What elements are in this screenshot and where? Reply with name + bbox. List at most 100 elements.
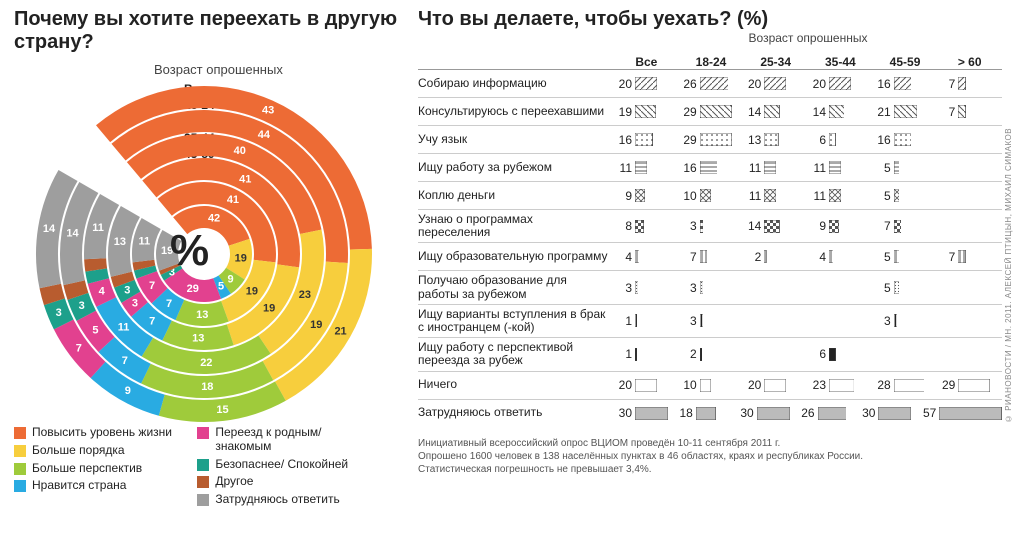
table-cell: 2 (743, 250, 808, 264)
cell-bar (894, 220, 902, 233)
table-cell: 9 (808, 219, 873, 233)
table-cell: 20 (808, 77, 873, 91)
table-cell (937, 314, 1002, 328)
table-cell: 18 (675, 406, 736, 420)
cell-bar (700, 314, 703, 327)
cell-value: 20 (614, 77, 632, 91)
legend-swatch (14, 480, 26, 492)
cell-bar (764, 220, 779, 233)
cell-value: 7 (937, 250, 955, 264)
cell-bar (894, 161, 900, 174)
table-row: Узнаю о программах переселения831497 (418, 209, 1002, 242)
cell-value: 29 (679, 133, 697, 147)
legend-swatch (197, 476, 209, 488)
table-cell: 5 (873, 161, 938, 175)
segment-value: 44 (258, 129, 271, 141)
table-cell: 3 (679, 219, 744, 233)
table-col-header: > 60 (937, 55, 1002, 69)
table-cell: 6 (808, 133, 873, 147)
table-row: Ищу образовательную программу472457 (418, 242, 1002, 270)
cell-bar (894, 77, 912, 90)
table-cell: 30 (857, 406, 918, 420)
cell-value: 21 (873, 105, 891, 119)
cell-bar (764, 105, 779, 118)
table-cell: 7 (937, 77, 1002, 91)
segment-value: 3 (56, 307, 62, 319)
segment-value: 13 (196, 309, 208, 321)
segment-value: 40 (234, 145, 246, 157)
cell-value: 3 (679, 281, 697, 295)
cell-value: 8 (614, 219, 632, 233)
cell-value: 30 (736, 406, 754, 420)
cell-value: 16 (873, 133, 891, 147)
table-body: Собираю информацию20262020167Консультиру… (418, 69, 1002, 427)
table-cell: 14 (808, 105, 873, 119)
table-cell: 29 (679, 105, 744, 119)
table-cell (937, 161, 1002, 175)
cell-bar (700, 220, 703, 233)
segment-value: 43 (262, 105, 274, 117)
cell-bar (764, 161, 776, 174)
cell-bar (829, 379, 854, 392)
table-cell: 13 (743, 133, 808, 147)
table-row: Ищу варианты вступления в брак с иностра… (418, 304, 1002, 337)
cell-bar (894, 250, 900, 263)
cell-value: 18 (675, 406, 693, 420)
cell-bar (700, 105, 732, 118)
segment-value: 21 (334, 325, 346, 337)
segment-value: 29 (187, 283, 199, 295)
table-cell: 4 (614, 250, 679, 264)
cell-bar (894, 379, 925, 392)
table-row: Коплю деньги91011115 (418, 181, 1002, 209)
cell-bar (829, 105, 844, 118)
cell-value: 11 (614, 161, 632, 175)
cell-value: 11 (808, 189, 826, 203)
segment-value: 4 (99, 286, 106, 298)
cell-bar (764, 189, 776, 202)
table-cell: 11 (743, 189, 808, 203)
cell-bar (958, 77, 966, 90)
row-label: Ищу работу с перспективой переезда за ру… (418, 341, 614, 367)
cell-bar (700, 348, 702, 361)
cell-bar (829, 348, 836, 361)
segment-value: 7 (166, 298, 172, 310)
cell-bar (818, 407, 847, 420)
cell-value: 5 (873, 250, 891, 264)
legend-item: Больше перспектив (14, 462, 194, 476)
row-label: Ищу образовательную программу (418, 250, 614, 263)
cell-bar (635, 348, 637, 361)
table-row: Ищу работу с перспективой переезда за ру… (418, 337, 1002, 370)
table-cell: 11 (808, 189, 873, 203)
table-row: Получаю образование для работы за рубежо… (418, 270, 1002, 303)
legend-label: Повысить уровень жизни (32, 426, 172, 440)
legend-swatch (14, 463, 26, 475)
table-row: Собираю информацию20262020167 (418, 69, 1002, 97)
cell-bar (764, 379, 786, 392)
segment-value: 15 (216, 404, 228, 416)
table-cell: 14 (743, 105, 808, 119)
cell-bar (894, 281, 900, 294)
table-cell: 19 (614, 105, 679, 119)
cell-value: 19 (614, 105, 632, 119)
table-cell: 11 (808, 161, 873, 175)
table-col-header: 45-59 (873, 55, 938, 69)
table-cell: 57 (918, 406, 1002, 420)
segment-value: 11 (92, 222, 104, 234)
donut-chart: 4321159731444191875314402322114114119137… (14, 64, 394, 404)
cell-bar (939, 407, 1002, 420)
cell-value: 5 (873, 189, 891, 203)
table-cell: 10 (679, 189, 744, 203)
cell-value: 1 (614, 347, 632, 361)
cell-bar (635, 220, 644, 233)
cell-value: 16 (679, 161, 697, 175)
cell-bar (958, 379, 990, 392)
legend-item: Переезд к родным/ знакомым (197, 426, 377, 454)
cell-value: 14 (743, 219, 761, 233)
table-cell (808, 314, 873, 328)
cell-value: 2 (679, 347, 697, 361)
cell-value: 7 (937, 77, 955, 91)
cell-value: 20 (614, 378, 632, 392)
table-cell (743, 314, 808, 328)
segment-value: 41 (227, 194, 239, 206)
table-cell (937, 281, 1002, 295)
